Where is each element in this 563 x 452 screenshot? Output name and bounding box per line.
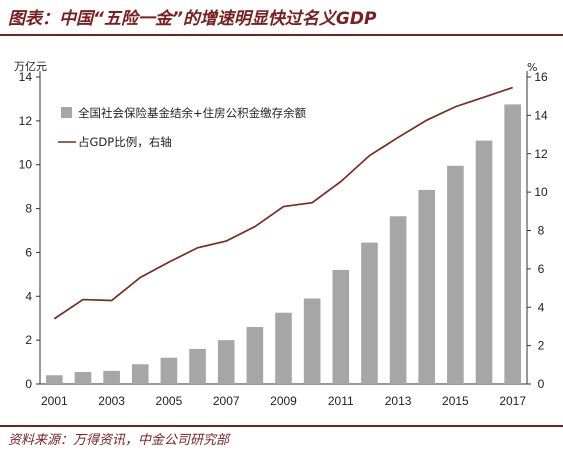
gdp-ratio-line xyxy=(53,86,513,320)
right-tick-label: 8 xyxy=(538,224,545,238)
x-tick-label: 2007 xyxy=(213,394,240,408)
right-axis-unit: % xyxy=(527,61,537,74)
x-tick-label: 2005 xyxy=(156,394,183,408)
right-tick-label: 4 xyxy=(538,300,545,314)
bar xyxy=(275,312,292,384)
chart-area: 万亿元 % 0 2 4 6 8 10 12 14 0 2 4 6 8 10 12 14 16 2001 2003 20… xyxy=(14,60,548,408)
chart-title: 图表：中国“五险一金”的增速明显快过名义GDP xyxy=(8,9,377,29)
right-tick-label: 2 xyxy=(538,339,545,353)
legend-label-bar: 全国社会保险基金结余+住房公积金缴存余额 xyxy=(78,106,307,120)
legend-swatch-bar xyxy=(61,107,72,118)
right-tick-label: 6 xyxy=(538,262,545,276)
bar xyxy=(131,364,149,384)
bar xyxy=(475,140,493,384)
left-axis-unit: 万亿元 xyxy=(14,60,47,73)
right-tick-label: 10 xyxy=(534,185,548,199)
bar xyxy=(418,189,436,384)
left-tick-label: 10 xyxy=(19,158,33,172)
x-tick-label: 2009 xyxy=(270,394,297,408)
right-tick-label: 12 xyxy=(534,147,548,161)
left-tick-label: 2 xyxy=(25,333,32,347)
x-tick-label: 2017 xyxy=(499,394,526,408)
left-tick-label: 12 xyxy=(19,114,33,128)
bar-series xyxy=(46,104,521,385)
bar xyxy=(361,242,378,384)
legend-label-line: 占GDP比例，右轴 xyxy=(78,135,172,149)
x-tick-label: 2013 xyxy=(385,394,412,408)
bar xyxy=(389,216,407,384)
line-series xyxy=(53,86,513,320)
legend: 全国社会保险基金结余+住房公积金缴存余额 占GDP比例，右轴 xyxy=(58,106,307,149)
right-tick-label: 0 xyxy=(538,377,545,391)
bar xyxy=(189,348,206,384)
bar xyxy=(46,375,63,384)
title-divider xyxy=(0,34,563,36)
right-tick-label: 14 xyxy=(534,108,548,122)
tick-labels: 0 2 4 6 8 10 12 14 0 2 4 6 8 10 12 14 16 2001 2003 2005 2007… xyxy=(19,70,548,408)
left-tick-label: 4 xyxy=(25,289,32,303)
left-tick-label: 14 xyxy=(19,70,33,84)
x-tick-label: 2015 xyxy=(442,394,469,408)
x-tick-label: 2003 xyxy=(98,394,125,408)
footer-divider xyxy=(0,425,563,427)
bar xyxy=(217,340,235,384)
left-tick-label: 0 xyxy=(25,377,32,391)
bar xyxy=(504,104,521,385)
bar xyxy=(246,326,264,384)
bar xyxy=(303,298,321,384)
left-tick-label: 8 xyxy=(25,202,32,216)
bar xyxy=(447,165,464,384)
right-tick-label: 16 xyxy=(534,70,548,84)
bar xyxy=(103,370,120,384)
left-tick-label: 6 xyxy=(25,245,32,259)
bar xyxy=(160,357,178,384)
x-tick-label: 2001 xyxy=(41,394,68,408)
bar xyxy=(74,371,92,384)
x-tick-label: 2011 xyxy=(328,394,354,408)
source-note: 资料来源：万得资讯，中金公司研究部 xyxy=(8,433,230,448)
bar xyxy=(332,269,350,384)
